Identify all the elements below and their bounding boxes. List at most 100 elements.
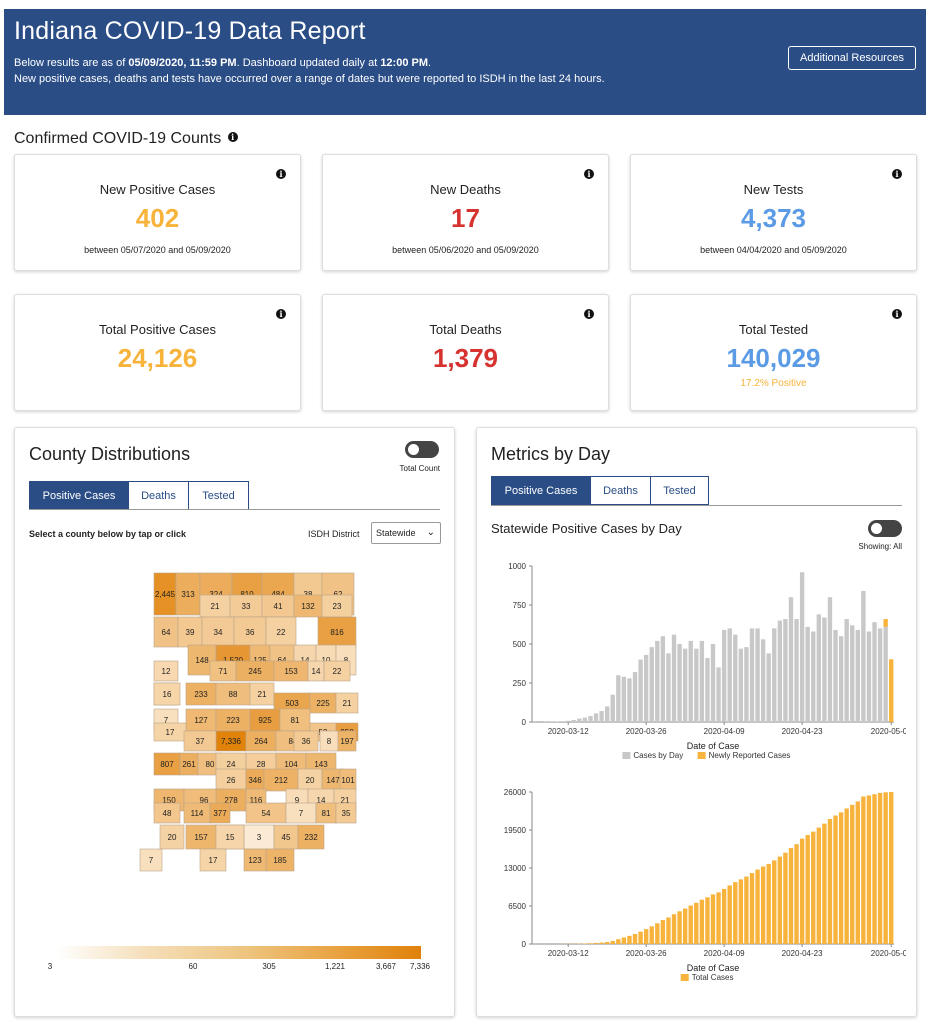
info-icon[interactable]: i	[892, 169, 902, 179]
bar[interactable]	[588, 716, 593, 722]
bar[interactable]	[638, 931, 643, 944]
county-shape[interactable]: 223	[215, 708, 251, 732]
bar[interactable]	[733, 634, 738, 722]
bar[interactable]	[593, 942, 599, 944]
bar[interactable]	[805, 835, 810, 944]
bar[interactable]	[577, 718, 582, 722]
tab-deaths[interactable]: Deaths	[590, 476, 651, 505]
bar[interactable]	[794, 619, 799, 722]
bar[interactable]	[799, 838, 805, 944]
bar[interactable]	[855, 629, 860, 722]
bar[interactable]	[610, 940, 615, 944]
total-count-toggle[interactable]	[405, 441, 439, 458]
bar[interactable]	[660, 920, 666, 944]
bar[interactable]	[777, 620, 783, 722]
bar[interactable]	[760, 639, 766, 722]
bar[interactable]	[766, 863, 771, 944]
county-shape[interactable]: 8	[319, 730, 339, 752]
bar[interactable]	[699, 899, 705, 944]
bar[interactable]	[850, 625, 855, 722]
county-shape[interactable]: 225	[309, 692, 337, 714]
county-shape[interactable]: 48	[153, 802, 181, 824]
bar[interactable]	[677, 911, 682, 944]
county-shape[interactable]: 816	[317, 616, 357, 648]
bar[interactable]	[755, 628, 760, 722]
info-icon[interactable]: i	[584, 309, 594, 319]
bar[interactable]	[682, 908, 688, 944]
bar[interactable]	[749, 628, 755, 722]
bar[interactable]	[699, 640, 705, 722]
county-shape[interactable]: 232	[297, 824, 325, 850]
bar[interactable]	[688, 640, 693, 722]
county-shape[interactable]: 807	[153, 752, 181, 776]
bar[interactable]	[627, 678, 632, 722]
bar[interactable]	[727, 628, 732, 722]
bar[interactable]	[738, 648, 744, 722]
county-shape[interactable]: 101	[339, 768, 357, 792]
county-shape[interactable]: 264	[245, 730, 277, 752]
county-shape[interactable]: 22	[323, 660, 351, 682]
county-shape[interactable]: 3	[243, 824, 275, 850]
county-shape[interactable]: 185	[265, 848, 295, 872]
bar[interactable]	[788, 597, 794, 722]
county-shape[interactable]: 21	[335, 692, 359, 714]
bar[interactable]	[883, 626, 888, 722]
bar[interactable]	[883, 619, 888, 627]
bar[interactable]	[666, 917, 671, 944]
county-shape[interactable]: 14	[307, 660, 325, 682]
county-shape[interactable]: 54	[245, 802, 287, 824]
bar[interactable]	[866, 631, 872, 722]
bar[interactable]	[593, 713, 599, 722]
bar[interactable]	[772, 628, 777, 722]
bar[interactable]	[643, 654, 649, 722]
bar[interactable]	[766, 653, 771, 722]
county-shape[interactable]: 45	[273, 824, 299, 850]
bar[interactable]	[744, 647, 749, 722]
bar[interactable]	[850, 804, 855, 944]
bar[interactable]	[655, 923, 660, 944]
tab-deaths[interactable]: Deaths	[128, 481, 189, 510]
county-shape[interactable]: 377	[209, 802, 231, 824]
county-shape[interactable]: 7	[139, 848, 163, 872]
bar[interactable]	[827, 597, 833, 722]
bar[interactable]	[560, 721, 565, 722]
bar[interactable]	[811, 631, 816, 722]
county-shape[interactable]: 123	[243, 848, 267, 872]
bar[interactable]	[649, 647, 654, 722]
bar[interactable]	[582, 717, 588, 722]
county-shape[interactable]: 81	[315, 802, 337, 824]
bar[interactable]	[677, 644, 682, 722]
bar[interactable]	[866, 795, 872, 944]
bar[interactable]	[632, 933, 638, 944]
bar[interactable]	[833, 629, 838, 722]
bar[interactable]	[721, 888, 727, 944]
bar[interactable]	[643, 929, 649, 944]
bar[interactable]	[783, 852, 788, 944]
bar[interactable]	[571, 719, 576, 722]
bar[interactable]	[827, 818, 833, 944]
county-shape[interactable]: 20	[159, 824, 185, 850]
bar[interactable]	[716, 892, 721, 944]
county-shape[interactable]: 22	[265, 616, 297, 648]
bar[interactable]	[599, 711, 604, 722]
bar[interactable]	[671, 914, 677, 944]
bar[interactable]	[616, 939, 621, 944]
bar[interactable]	[872, 794, 877, 944]
bar[interactable]	[877, 792, 883, 944]
bar[interactable]	[744, 876, 749, 944]
bar[interactable]	[682, 648, 688, 722]
county-shape[interactable]: 81	[279, 708, 311, 732]
showing-all-toggle[interactable]	[868, 520, 902, 537]
county-shape[interactable]: 35	[335, 802, 357, 824]
bar[interactable]	[749, 873, 755, 944]
county-shape[interactable]: 261	[179, 752, 199, 776]
bar[interactable]	[694, 648, 699, 722]
bar[interactable]	[855, 801, 860, 944]
bar[interactable]	[727, 885, 732, 944]
bar[interactable]	[627, 935, 632, 944]
info-icon[interactable]: i	[276, 169, 286, 179]
county-shape[interactable]: 17	[153, 722, 187, 742]
bar[interactable]	[889, 659, 894, 722]
county-shape[interactable]: 245	[235, 660, 275, 682]
info-icon[interactable]: i	[276, 309, 286, 319]
